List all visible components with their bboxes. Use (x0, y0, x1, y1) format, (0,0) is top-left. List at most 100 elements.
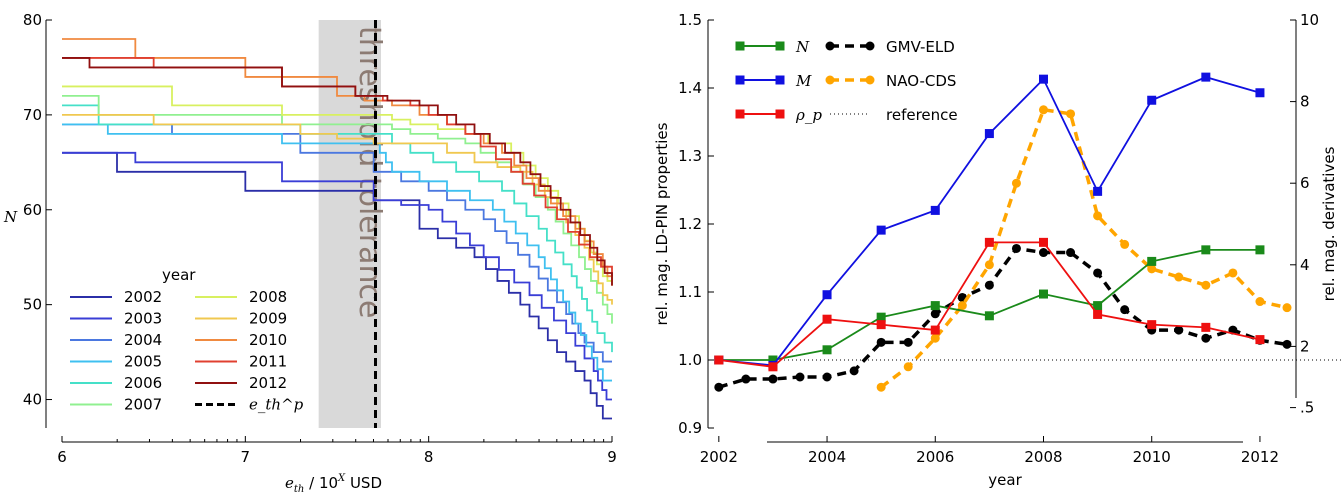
xlabel-sub: th (294, 484, 304, 495)
series-point-GMV-ELD (1011, 243, 1021, 253)
series-line-NAO-CDS (880, 107, 1288, 389)
series-marker-N (930, 301, 940, 311)
legend-marker-NAO-CDS (825, 75, 835, 85)
series-point-NAO-CDS (1228, 268, 1238, 278)
left-y-tick-label: 70 (23, 106, 42, 124)
series-point-GMV-ELD (1120, 305, 1130, 315)
series-marker-N (1147, 256, 1157, 266)
series-point-NAO-CDS (1120, 239, 1130, 249)
series-line-2003 (62, 151, 612, 401)
legend-marker-M (735, 75, 745, 85)
legend-label-ρ_p: ρ_p (795, 106, 822, 124)
series-marker-ρ_p (768, 362, 778, 372)
legend-label-M: M (795, 72, 812, 90)
series-point-NAO-CDS (957, 301, 967, 311)
left-series-group (62, 38, 613, 420)
series-marker-M (876, 225, 886, 235)
right-x-tick-label: 2002 (700, 448, 738, 466)
series-marker-M (1201, 72, 1211, 82)
series-point-GMV-ELD (876, 337, 886, 347)
legend-label-reference: reference (886, 106, 958, 124)
right-x-axis-label: year (988, 471, 1022, 489)
series-point-GMV-ELD (1174, 325, 1184, 335)
legend-label-NAO-CDS: NAO-CDS (886, 72, 956, 90)
legend-label-2011: 2011 (249, 353, 287, 371)
legend-marker-GMV-ELD (825, 41, 835, 51)
series-point-GMV-ELD (714, 382, 724, 392)
left-y-tick-label: 40 (23, 391, 42, 409)
series-point-GMV-ELD (903, 337, 913, 347)
legend-marker-ρ_p (735, 109, 745, 119)
legend-marker-M (775, 75, 785, 85)
series-point-NAO-CDS (1066, 109, 1076, 119)
series-point-GMV-ELD (1066, 248, 1076, 258)
series-point-GMV-ELD (1282, 339, 1292, 349)
series-line-GMV-ELD (718, 246, 1288, 389)
series-marker-N (768, 355, 778, 365)
series-point-GMV-ELD (768, 374, 778, 384)
right-left-y-tick-label: 1.4 (678, 79, 702, 97)
series-point-GMV-ELD (930, 309, 940, 319)
series-point-NAO-CDS (984, 260, 994, 270)
right-y-axis-label-right: rel. mag. derivatives (1320, 146, 1338, 301)
series-point-GMV-ELD (849, 366, 859, 376)
right-left-y-tick-label: 0.9 (678, 419, 702, 437)
series-marker-ρ_p (1093, 309, 1103, 319)
series-marker-ρ_p (930, 325, 940, 335)
series-point-GMV-ELD (741, 374, 751, 384)
left-x-tick-label: 9 (607, 448, 617, 466)
series-point-NAO-CDS (1038, 105, 1048, 115)
legend-marker-ρ_p (775, 109, 785, 119)
left-x-tick-label: 6 (57, 448, 67, 466)
legend-label-2012: 2012 (249, 374, 287, 392)
legend-label-2004: 2004 (124, 331, 162, 349)
xlabel-e: e (285, 474, 294, 492)
left-y-tick-label: 80 (23, 11, 42, 29)
series-point-NAO-CDS (903, 362, 913, 372)
right-left-y-tick-label: 1.0 (678, 351, 702, 369)
series-line-2007 (62, 95, 613, 324)
left-y-tick-label: 60 (23, 201, 42, 219)
right-left-y-tick-label: 1.2 (678, 215, 702, 233)
series-point-NAO-CDS (1282, 303, 1292, 313)
series-marker-M (1093, 186, 1103, 196)
right-series-group (714, 72, 1292, 392)
xlabel-sup: X (337, 473, 346, 484)
series-marker-M (822, 290, 832, 300)
right-right-y-tick-label: 6 (1300, 174, 1310, 192)
legend-label-2009: 2009 (249, 310, 287, 328)
right-y-axis-label-left: rel. mag. LD-PIN properties (653, 122, 671, 325)
series-marker-ρ_p (714, 355, 724, 365)
series-marker-N (1093, 301, 1103, 311)
series-marker-ρ_p (1201, 322, 1211, 332)
right-right-y-tick-label: 8 (1300, 93, 1310, 111)
series-marker-ρ_p (822, 314, 832, 324)
legend-label-2003: 2003 (124, 310, 162, 328)
series-marker-N (1255, 245, 1265, 255)
legend-label-GMV-ELD: GMV-ELD (886, 38, 955, 56)
legend-label-2005: 2005 (124, 353, 162, 371)
left-y-axis-label: N (3, 208, 18, 226)
legend-marker-GMV-ELD (865, 41, 875, 51)
right-chart: 0.9 1.0 1.1 1.2 1.3 1.4 1.5 .5 2 4 6 8 10 2002 2004 200… (653, 11, 1344, 489)
legend-marker-N (775, 41, 785, 51)
series-point-NAO-CDS (930, 333, 940, 343)
left-x-tick-label: 7 (241, 448, 251, 466)
right-left-y-tick-label: 1.5 (678, 11, 702, 29)
series-line-2004 (62, 123, 612, 363)
legend-label-threshold: e_th^p (249, 396, 304, 414)
right-right-y-tick-label: 2 (1300, 337, 1310, 355)
right-left-y-tick-label: 1.1 (678, 283, 702, 301)
xlabel-unit: USD (345, 474, 382, 492)
series-point-NAO-CDS (1201, 280, 1211, 290)
series-marker-ρ_p (1255, 335, 1265, 345)
series-marker-N (1201, 245, 1211, 255)
right-right-y-tick-label: .5 (1300, 399, 1314, 417)
series-point-GMV-ELD (984, 280, 994, 290)
right-left-y-tick-label: 1.3 (678, 147, 702, 165)
right-x-tick-label: 2006 (916, 448, 954, 466)
right-right-y-tick-label: 10 (1300, 11, 1319, 29)
series-line-2005 (62, 123, 612, 382)
